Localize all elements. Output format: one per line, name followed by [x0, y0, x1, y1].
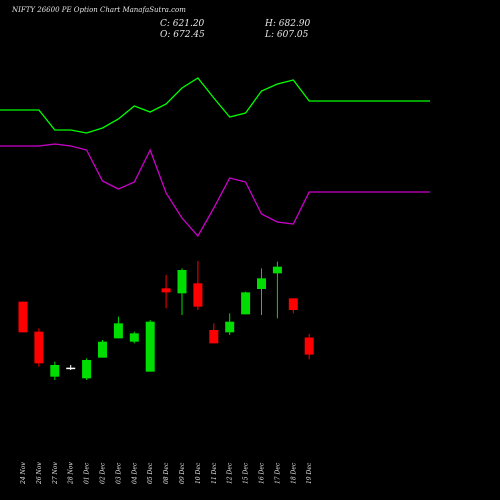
x-tick-label: 24 Nov	[20, 462, 27, 485]
candle-05-dec	[145, 320, 155, 372]
x-tick-label: 18 Dec	[290, 462, 297, 484]
x-tick-label: 11 Dec	[211, 462, 218, 484]
candle-26-nov	[34, 328, 44, 367]
candle-body	[225, 321, 235, 333]
x-tick-label: 05 Dec	[147, 462, 154, 484]
x-tick-label: 03 Dec	[115, 462, 122, 484]
chart-title: NIFTY 26600 PE Option Chart ManafaSutra.…	[12, 6, 186, 14]
candle-08-dec	[161, 275, 171, 309]
candle-16-dec	[257, 268, 266, 315]
candle-body	[50, 365, 60, 377]
candle-body	[82, 360, 92, 379]
candle-body	[177, 270, 187, 294]
candle-body	[129, 333, 139, 342]
x-tick-label: 12 Dec	[227, 462, 234, 484]
x-tick-label: 10 Dec	[195, 462, 202, 484]
candle-28-nov	[66, 365, 76, 370]
x-tick-label: 17 Dec	[274, 462, 281, 484]
candle-body	[272, 266, 282, 274]
candle-body	[66, 367, 76, 370]
x-tick-label: 19 Dec	[306, 462, 313, 484]
candle-body	[304, 337, 314, 355]
x-tick-label: 15 Dec	[243, 462, 250, 484]
candle-17-dec	[272, 261, 282, 319]
low-value: L: 607.05	[265, 30, 309, 40]
candle-18-dec	[288, 298, 298, 314]
candle-03-dec	[113, 316, 123, 339]
candle-body	[161, 288, 171, 293]
candle-body	[241, 292, 251, 315]
x-tick-label: 28 Nov	[68, 462, 75, 485]
candle-body	[18, 301, 28, 333]
candle-body	[257, 278, 266, 289]
candle-02-dec	[98, 340, 107, 358]
x-tick-label: 16 Dec	[259, 462, 266, 484]
x-tick-label: 26 Nov	[36, 462, 43, 485]
candle-11-dec	[209, 323, 219, 344]
candle-27-nov	[50, 361, 60, 380]
indicator-line-1	[0, 77, 430, 134]
close-value: C: 621.20	[160, 19, 205, 29]
candle-10-dec	[193, 261, 203, 310]
indicator-lines	[0, 77, 430, 238]
candle-body	[193, 283, 203, 307]
candle-15-dec	[241, 291, 251, 315]
candle-09-dec	[177, 268, 187, 315]
x-tick-label: 27 Nov	[52, 462, 59, 485]
x-tick-label: 08 Dec	[163, 462, 170, 484]
candle-body	[209, 330, 219, 344]
candles	[18, 261, 314, 380]
candle-body	[98, 341, 107, 358]
x-tick-label: 01 Dec	[84, 462, 91, 484]
candle-body	[145, 321, 155, 372]
x-tick-label: 09 Dec	[179, 462, 186, 484]
candle-body	[113, 323, 123, 339]
x-tick-label: 02 Dec	[100, 462, 107, 484]
candle-body	[288, 298, 298, 310]
candle-01-dec	[82, 358, 92, 380]
x-tick-label: 04 Dec	[131, 462, 138, 484]
x-axis: 24 Nov 26 Nov 27 Nov 28 Nov 01 Dec 02 Dec 03 D…	[20, 462, 313, 485]
indicator-line-2	[0, 143, 430, 238]
open-value: O: 672.45	[160, 30, 205, 40]
candle-24-nov	[18, 301, 28, 333]
candle-body	[34, 331, 44, 364]
candle-04-dec	[129, 331, 139, 344]
high-value: H: 682.90	[265, 19, 311, 29]
candle-12-dec	[225, 313, 235, 335]
candle-19-dec	[304, 334, 314, 360]
